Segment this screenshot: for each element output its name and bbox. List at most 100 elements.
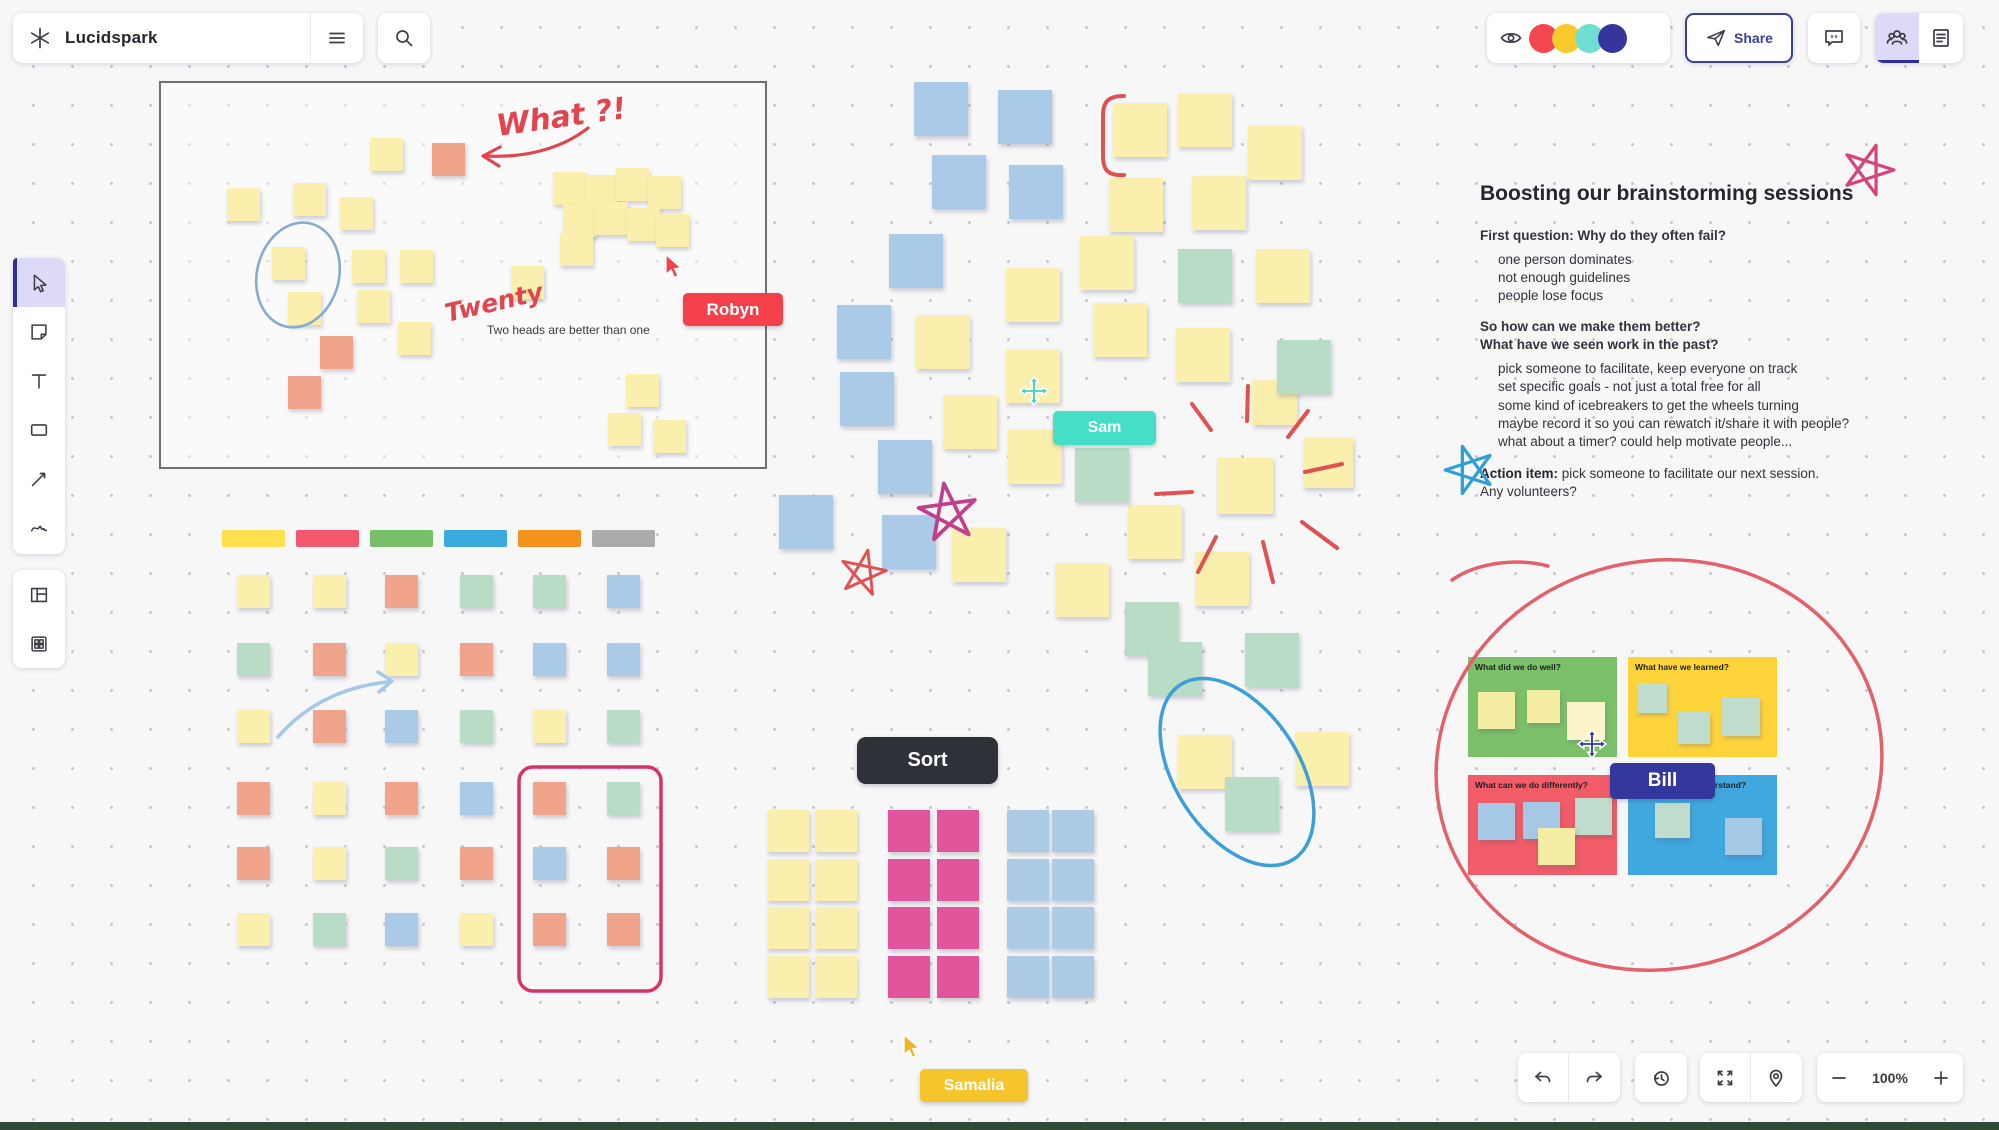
sticky-note[interactable] [460, 710, 493, 743]
grid-header-bar[interactable] [444, 530, 507, 547]
sticky-note[interactable] [888, 859, 930, 901]
sticky-note[interactable] [837, 305, 891, 359]
zoom-in-button[interactable] [1919, 1053, 1963, 1102]
sticky-note[interactable] [1052, 859, 1094, 901]
sticky-note[interactable] [370, 138, 403, 171]
pin-button[interactable] [1751, 1053, 1801, 1102]
sticky-note[interactable] [1178, 735, 1232, 789]
sticky-note[interactable] [815, 810, 857, 852]
avatar[interactable] [1598, 23, 1627, 53]
sticky-note[interactable] [288, 376, 321, 409]
sticky-note[interactable] [237, 913, 270, 946]
sticky-note[interactable] [313, 847, 346, 880]
sticky-note[interactable] [1303, 438, 1353, 488]
sticky-note[interactable] [340, 197, 373, 230]
sticky-note[interactable] [767, 907, 809, 949]
sticky-note[interactable] [1538, 828, 1575, 865]
user-label-robyn[interactable]: Robyn [683, 293, 783, 326]
sticky-note[interactable] [1178, 93, 1232, 147]
tool-select[interactable] [13, 258, 65, 307]
sticky-note[interactable] [398, 322, 431, 355]
sticky-note[interactable] [237, 643, 270, 676]
sticky-note[interactable] [607, 782, 640, 815]
sticky-note[interactable] [1178, 249, 1232, 303]
sticky-note[interactable] [607, 847, 640, 880]
sticky-note[interactable] [1080, 236, 1134, 290]
sticky-note[interactable] [937, 859, 979, 901]
sticky-note[interactable] [1478, 692, 1515, 729]
sticky-note[interactable] [385, 913, 418, 946]
sticky-note[interactable] [1007, 859, 1049, 901]
sticky-note[interactable] [767, 859, 809, 901]
fit-screen-button[interactable] [1700, 1053, 1750, 1102]
sticky-note[interactable] [878, 440, 932, 494]
sticky-note[interactable] [511, 266, 544, 299]
sticky-note[interactable] [560, 233, 593, 266]
sticky-note[interactable] [460, 782, 493, 815]
tab-notes[interactable] [1919, 13, 1963, 63]
sticky-note[interactable] [767, 810, 809, 852]
sticky-note[interactable] [1678, 712, 1710, 744]
sticky-note[interactable] [1256, 249, 1310, 303]
sticky-note[interactable] [998, 90, 1052, 144]
sticky-note[interactable] [779, 495, 833, 549]
sticky-note[interactable] [1075, 448, 1129, 502]
sticky-note[interactable] [815, 907, 857, 949]
sticky-note[interactable] [1295, 732, 1349, 786]
sticky-note[interactable] [607, 710, 640, 743]
sticky-note[interactable] [237, 710, 270, 743]
tool-text[interactable] [13, 356, 65, 405]
sticky-note[interactable] [533, 643, 566, 676]
search-button[interactable] [378, 13, 430, 63]
user-label-samalia[interactable]: Samalia [920, 1069, 1028, 1102]
sticky-note[interactable] [1245, 633, 1299, 687]
sticky-note[interactable] [608, 413, 641, 446]
sticky-note[interactable] [1052, 956, 1094, 998]
sticky-note[interactable] [1009, 165, 1063, 219]
sticky-note[interactable] [553, 172, 586, 205]
sticky-note[interactable] [293, 183, 326, 216]
sticky-note[interactable] [1128, 505, 1182, 559]
sticky-note[interactable] [888, 956, 930, 998]
sticky-note[interactable] [607, 575, 640, 608]
sticky-note[interactable] [357, 290, 390, 323]
sticky-note[interactable] [1527, 690, 1560, 723]
sticky-note[interactable] [882, 515, 936, 569]
sticky-note[interactable] [272, 247, 305, 280]
comment-button[interactable] [1808, 13, 1860, 63]
sticky-note[interactable] [1637, 683, 1667, 713]
zoom-level[interactable]: 100% [1872, 1069, 1908, 1086]
sticky-note[interactable] [1655, 803, 1690, 838]
sticky-note[interactable] [916, 315, 970, 369]
tab-collaborators[interactable] [1875, 13, 1919, 63]
sticky-note[interactable] [533, 782, 566, 815]
tool-pen[interactable] [13, 503, 65, 552]
sticky-note[interactable] [607, 643, 640, 676]
sticky-note[interactable] [237, 575, 270, 608]
history-button[interactable] [1635, 1053, 1687, 1102]
sticky-note[interactable] [533, 710, 566, 743]
sticky-note[interactable] [313, 710, 346, 743]
sticky-note[interactable] [1093, 303, 1147, 357]
share-button[interactable]: Share [1685, 13, 1793, 63]
grid-header-bar[interactable] [592, 530, 655, 547]
sticky-note[interactable] [432, 143, 465, 176]
sticky-note[interactable] [627, 208, 660, 241]
tool-template[interactable] [13, 619, 65, 668]
grid-header-bar[interactable] [222, 530, 285, 547]
sticky-note[interactable] [914, 82, 968, 136]
collaborator-avatars[interactable] [1529, 23, 1627, 53]
sticky-note[interactable] [937, 907, 979, 949]
sticky-note[interactable] [815, 956, 857, 998]
sticky-note[interactable] [1248, 126, 1302, 180]
sticky-note[interactable] [840, 372, 894, 426]
sticky-note[interactable] [648, 176, 681, 209]
sticky-note[interactable] [385, 710, 418, 743]
tool-frame[interactable] [13, 570, 65, 619]
sticky-note[interactable] [952, 528, 1006, 582]
sticky-note[interactable] [1113, 103, 1167, 157]
sticky-note[interactable] [460, 913, 493, 946]
user-label-sam[interactable]: Sam [1053, 411, 1156, 445]
main-menu-button[interactable] [311, 13, 363, 63]
